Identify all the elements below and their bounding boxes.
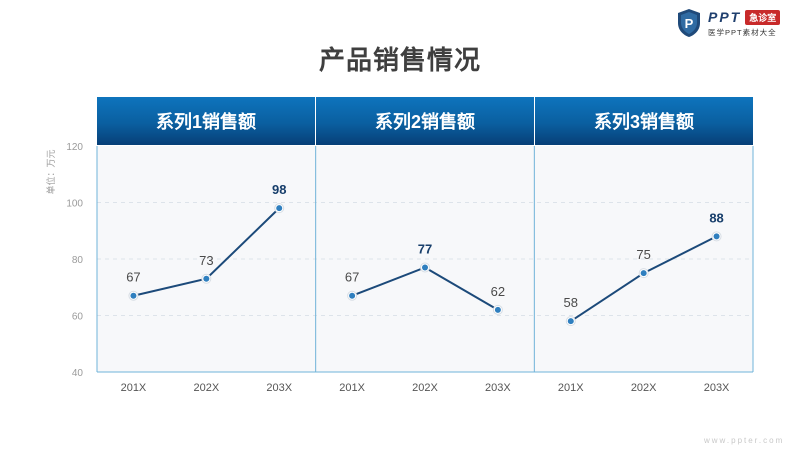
x-tick-label: 201X	[339, 382, 365, 394]
data-point	[276, 205, 283, 212]
panel-1-title: 系列1销售额	[97, 97, 315, 145]
data-label: 98	[272, 182, 286, 197]
x-tick-label: 203X	[704, 382, 730, 394]
data-point	[422, 264, 428, 271]
page-title: 产品销售情况	[318, 45, 481, 75]
x-tick-label: 203X	[485, 382, 511, 394]
panel-2-title: 系列2销售额	[315, 97, 534, 145]
y-tick-label: 60	[72, 312, 84, 323]
data-point	[349, 292, 356, 299]
data-point	[494, 306, 501, 313]
data-point	[713, 233, 720, 240]
data-point	[640, 270, 647, 277]
data-label: 88	[709, 210, 723, 225]
x-tick-label: 201X	[121, 382, 147, 394]
data-point	[567, 318, 574, 325]
x-tick-label: 202X	[412, 382, 438, 394]
logo-shield-letter: P	[685, 16, 694, 31]
x-tick-label: 203X	[266, 382, 292, 394]
x-tick-label: 202X	[631, 382, 657, 394]
y-axis-label: 单位：万元	[45, 149, 57, 194]
logo-subtitle: 医学PPT素材大全	[708, 28, 777, 37]
series-2-line	[351, 266, 499, 311]
x-tick-label: 202X	[193, 382, 219, 394]
data-label: 67	[345, 270, 359, 285]
data-point	[130, 292, 137, 299]
logo-badge: 急诊室	[745, 9, 781, 25]
panel-3-title: 系列3销售额	[534, 97, 753, 145]
data-label: 62	[491, 284, 505, 299]
y-tick-label: 100	[66, 199, 83, 210]
brand-logo: P PPT 急诊室 医学PPT素材大全	[676, 8, 796, 40]
data-label: 58	[564, 295, 578, 310]
logo-text: PPT	[708, 9, 742, 25]
y-tick-label: 120	[66, 142, 83, 153]
data-label: 67	[126, 270, 140, 285]
data-label: 77	[418, 241, 432, 256]
x-tick-label: 201X	[558, 382, 584, 394]
watermark: www.ppter.com	[704, 436, 785, 445]
panel-headers: 系列1销售额 系列2销售额 系列3销售额	[97, 97, 753, 145]
data-label: 73	[199, 253, 213, 268]
y-tick-label: 80	[72, 255, 84, 266]
shield-icon: P	[678, 9, 700, 37]
y-tick-label: 40	[72, 368, 84, 379]
data-point	[203, 275, 210, 282]
data-label: 75	[636, 247, 650, 262]
